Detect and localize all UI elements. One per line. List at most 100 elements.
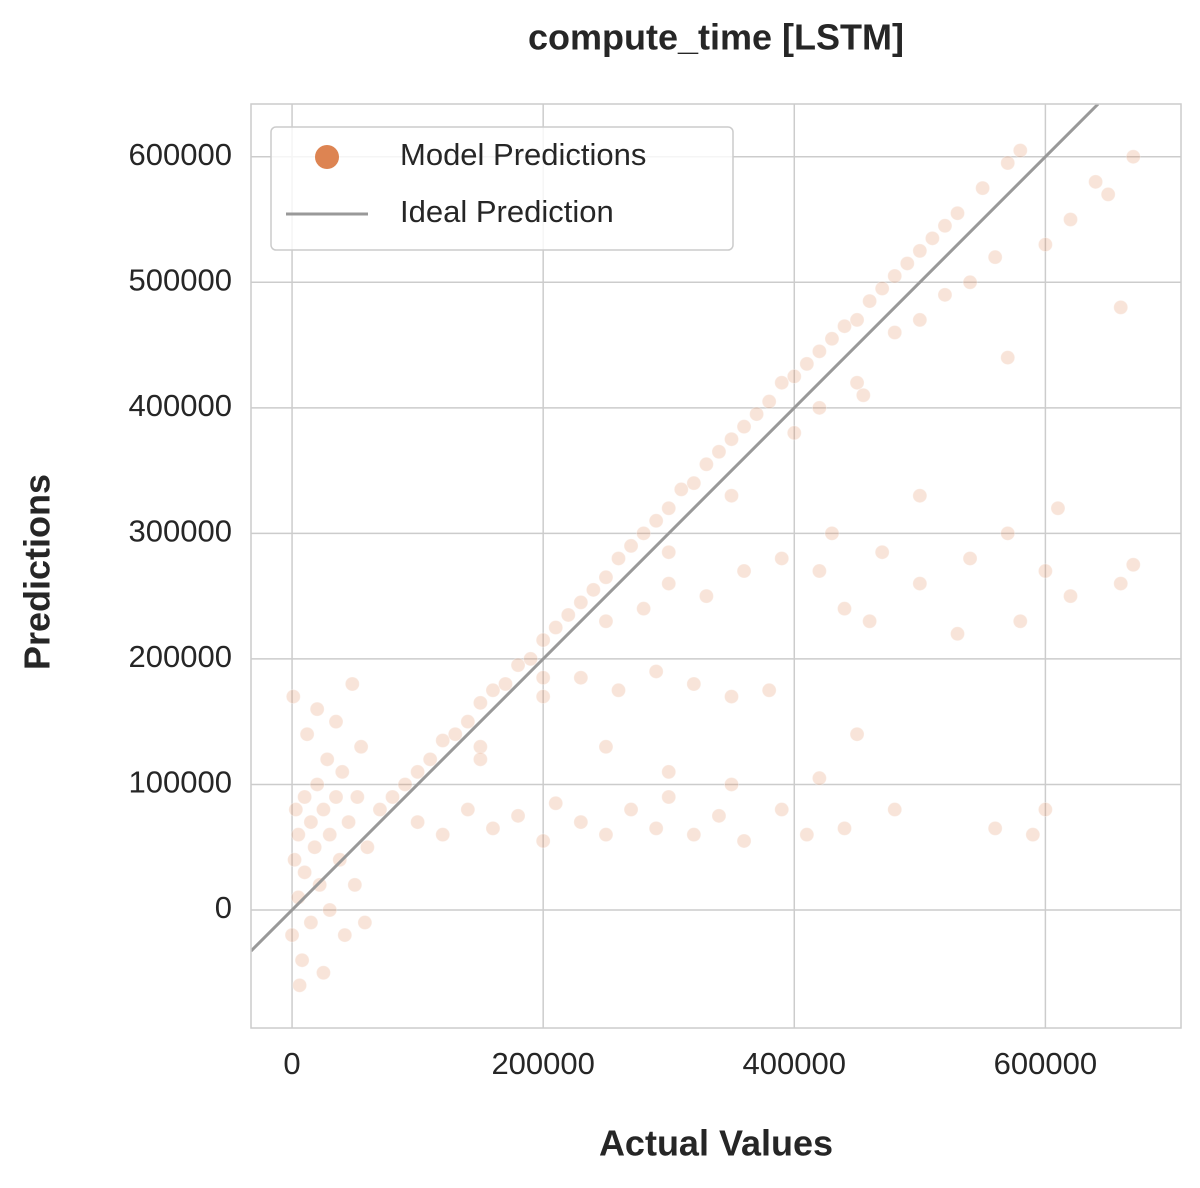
scatter-point: [485, 820, 501, 836]
scatter-point: [912, 243, 928, 259]
scatter-point: [535, 670, 551, 686]
scatter-point: [950, 626, 966, 642]
scatter-point: [410, 814, 426, 830]
scatter-point: [535, 833, 551, 849]
scatter-point: [824, 525, 840, 541]
marks: [251, 104, 1141, 993]
scatter-point: [303, 814, 319, 830]
scatter-point: [761, 682, 777, 698]
scatter-point: [573, 594, 589, 610]
scatter-point: [962, 274, 978, 290]
scatter-point: [698, 588, 714, 604]
scatter-point: [510, 808, 526, 824]
scatter-point: [1125, 557, 1141, 573]
scatter-point: [761, 394, 777, 410]
scatter-point: [328, 789, 344, 805]
scatter-point: [397, 776, 413, 792]
scatter-point: [987, 249, 1003, 265]
legend-frame: [270, 126, 734, 251]
scatter-point: [1113, 576, 1129, 592]
scatter-point: [1000, 525, 1016, 541]
scatter-point: [1063, 588, 1079, 604]
scatter-point: [837, 601, 853, 617]
scatter-point: [347, 877, 363, 893]
scatter-point: [811, 400, 827, 416]
scatter-point: [292, 977, 308, 993]
scatter-point: [303, 915, 319, 931]
scatter-point: [372, 802, 388, 818]
scatter-point: [636, 525, 652, 541]
scatter-point: [334, 764, 350, 780]
scatter-point: [1037, 237, 1053, 253]
scatter-point: [290, 827, 306, 843]
scatter-point: [598, 613, 614, 629]
scatter-point: [1000, 350, 1016, 366]
y-tick-label: 400000: [129, 388, 232, 423]
scatter-point: [287, 852, 303, 868]
scatter-point: [849, 726, 865, 742]
scatter-point: [319, 751, 335, 767]
scatter-point: [661, 576, 677, 592]
x-tick-label: 0: [283, 1046, 300, 1081]
scatter-point: [874, 281, 890, 297]
scatter-point: [849, 375, 865, 391]
scatter-point: [987, 820, 1003, 836]
scatter-point: [623, 538, 639, 554]
scatter-point: [1025, 827, 1041, 843]
x-tick-label: 400000: [743, 1046, 846, 1081]
scatter-point: [711, 444, 727, 460]
scatter-point: [285, 689, 301, 705]
scatter-point: [322, 902, 338, 918]
scatter-point: [353, 739, 369, 755]
scatter-point: [1088, 174, 1104, 190]
scatter-point: [774, 802, 790, 818]
scatter-point: [460, 802, 476, 818]
scatter-point: [849, 312, 865, 328]
scatter-point: [585, 582, 601, 598]
scatter-point: [862, 293, 878, 309]
scatter-point: [724, 776, 740, 792]
scatter-point: [937, 287, 953, 303]
scatter-point: [1012, 613, 1028, 629]
scatter-point: [736, 563, 752, 579]
scatter-point: [299, 726, 315, 742]
chart-title: compute_time [LSTM]: [528, 17, 904, 58]
plot-frame: [250, 103, 1182, 1029]
scatter-point: [1037, 563, 1053, 579]
scatter-point: [359, 839, 375, 855]
y-axis-label: Predictions: [17, 474, 58, 670]
scatter-point: [548, 620, 564, 636]
scatter-point: [337, 927, 353, 943]
scatter-point: [887, 324, 903, 340]
legend: Model Predictions Ideal Prediction: [270, 126, 734, 251]
scatter-point: [837, 820, 853, 836]
scatter-point: [799, 827, 815, 843]
scatter-point: [598, 739, 614, 755]
scatter-point: [1063, 212, 1079, 227]
scatter-point: [309, 701, 325, 717]
scatter-point: [736, 833, 752, 849]
scatter-point: [661, 544, 677, 560]
scatter-point: [523, 651, 539, 667]
y-tick-label: 500000: [129, 262, 232, 297]
scatter-point: [912, 576, 928, 592]
scatter-point: [598, 827, 614, 843]
y-tick-label: 600000: [129, 137, 232, 172]
scatter-point: [294, 952, 310, 968]
scatter-point: [297, 789, 313, 805]
scatter-point: [736, 419, 752, 435]
scatter-point: [862, 613, 878, 629]
scatter-point: [887, 802, 903, 818]
scatter-point: [962, 550, 978, 566]
ideal-line: [251, 104, 1100, 953]
scatter-point: [648, 663, 664, 679]
scatter-point: [786, 425, 802, 441]
scatter-point: [472, 751, 488, 767]
scatter-point: [749, 406, 765, 422]
scatter-point: [472, 739, 488, 755]
scatter-point: [598, 569, 614, 585]
scatter-point: [297, 864, 313, 880]
scatter-point: [322, 827, 338, 843]
scatter-point: [774, 375, 790, 391]
